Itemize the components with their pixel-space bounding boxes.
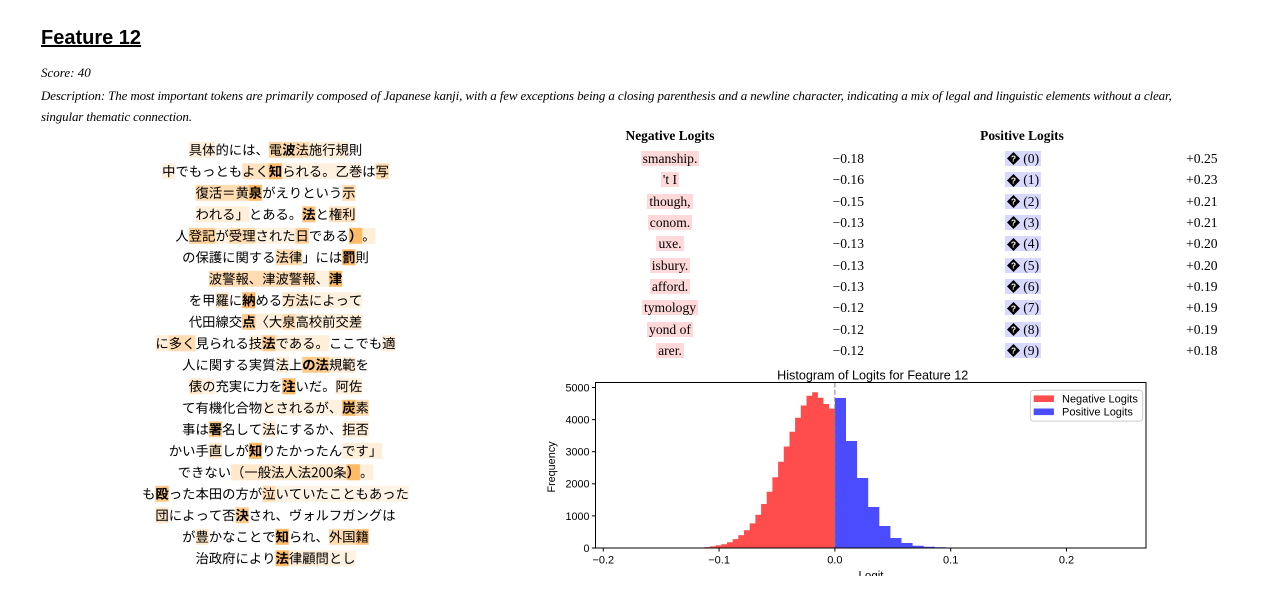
svg-text:1000: 1000 (565, 511, 589, 523)
svg-text:Histogram of Logits for Featur: Histogram of Logits for Feature 12 (777, 368, 968, 382)
svg-text:Frequency: Frequency (546, 441, 558, 493)
svg-text:Logit: Logit (859, 571, 885, 577)
svg-text:0: 0 (583, 543, 589, 555)
svg-text:2000: 2000 (565, 479, 589, 491)
svg-text:−0.2: −0.2 (592, 554, 614, 566)
svg-text:Negative Logits: Negative Logits (1062, 393, 1138, 405)
svg-text:?: ? (1011, 303, 1016, 313)
svg-text:?: ? (1011, 282, 1016, 292)
svg-text:?: ? (1011, 218, 1016, 228)
svg-text:0.0: 0.0 (827, 554, 842, 566)
svg-text:5000: 5000 (565, 382, 589, 394)
svg-text:?: ? (1011, 239, 1016, 249)
svg-text:Positive Logits: Positive Logits (1062, 406, 1133, 418)
svg-text:0.2: 0.2 (1059, 554, 1074, 566)
svg-text:?: ? (1011, 197, 1016, 207)
svg-text:3000: 3000 (565, 447, 589, 459)
svg-text:4000: 4000 (565, 415, 589, 427)
svg-text:?: ? (1011, 346, 1016, 356)
svg-text:−0.1: −0.1 (708, 554, 730, 566)
svg-text:?: ? (1011, 154, 1016, 164)
svg-text:?: ? (1011, 175, 1016, 185)
svg-text:0.1: 0.1 (943, 554, 958, 566)
svg-text:?: ? (1011, 325, 1016, 335)
svg-text:?: ? (1011, 261, 1016, 271)
